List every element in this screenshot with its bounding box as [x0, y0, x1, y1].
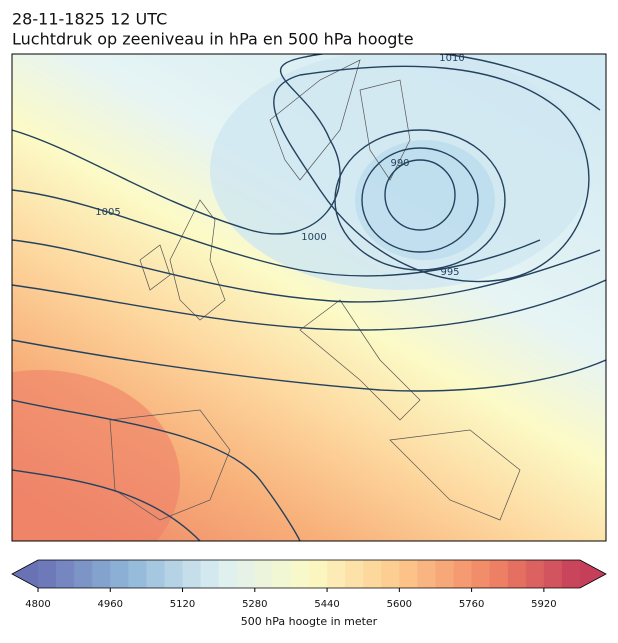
colorbar-segment — [471, 560, 491, 588]
colorbar-extend-low — [12, 560, 38, 588]
colorbar-label: 500 hPa hoogte in meter — [241, 615, 378, 628]
colorbar-segment — [218, 560, 238, 588]
colorbar-segment — [363, 560, 382, 588]
colorbar-segment — [453, 560, 473, 588]
colorbar-tick-label: 5440 — [314, 599, 339, 610]
colorbar-segment — [272, 560, 292, 588]
colorbar-segment — [236, 560, 256, 588]
colorbar-segment — [381, 560, 400, 588]
colorbar-segment — [92, 560, 111, 588]
colorbar-segment — [417, 560, 436, 588]
colorbar-segment — [345, 560, 364, 588]
colorbar-segment — [74, 560, 93, 588]
colorbar-tick-label: 5920 — [531, 599, 556, 610]
colorbar-segment — [507, 560, 527, 588]
colorbar-tick-label: 5280 — [242, 599, 267, 610]
colorbar-tick-label: 5120 — [170, 599, 195, 610]
colorbar-segment — [525, 560, 545, 588]
isobar-label: 990 — [390, 158, 409, 169]
colorbar-extend-high — [580, 560, 606, 588]
colorbar-tick-label: 4960 — [98, 599, 123, 610]
map-frame — [11, 53, 607, 542]
colorbar-segment — [254, 560, 274, 588]
isobar-label: 1010 — [439, 53, 464, 64]
colorbar-segment — [38, 560, 57, 588]
colorbar-segment — [489, 560, 509, 588]
colorbar-segment — [128, 560, 147, 588]
colorbar-segment — [56, 560, 75, 588]
colorbar-segment — [399, 560, 418, 588]
colorbar-segment — [561, 560, 581, 588]
colorbar-tick-label: 4800 — [25, 599, 50, 610]
isobar-label: 1005 — [95, 207, 120, 218]
colorbar-segment — [164, 560, 184, 588]
isobar-label: 995 — [440, 267, 459, 278]
colorbar-tick-label: 5760 — [459, 599, 484, 610]
colorbar-segment — [543, 560, 563, 588]
title: 28-11-1825 12 UTC — [12, 10, 167, 29]
isobar-label: 1000 — [301, 232, 326, 243]
colorbar-tick-label: 5600 — [387, 599, 412, 610]
colorbar-segment — [309, 560, 328, 588]
map-area: 1010 990 1005 1000 995 — [12, 53, 606, 541]
colorbar-segment — [327, 560, 346, 588]
colorbar-segment — [146, 560, 165, 588]
colorbar-segment — [435, 560, 455, 588]
colorbar-segment — [182, 560, 202, 588]
colorbar: 4800 4960 5120 5280 5440 5600 5760 5920 — [11, 559, 607, 610]
colorbar-segment — [200, 560, 220, 588]
colorbar-segment — [290, 560, 310, 588]
subtitle: Luchtdruk op zeeniveau in hPa en 500 hPa… — [12, 30, 414, 49]
colorbar-outline — [11, 559, 607, 589]
colorbar-segment — [110, 560, 129, 588]
